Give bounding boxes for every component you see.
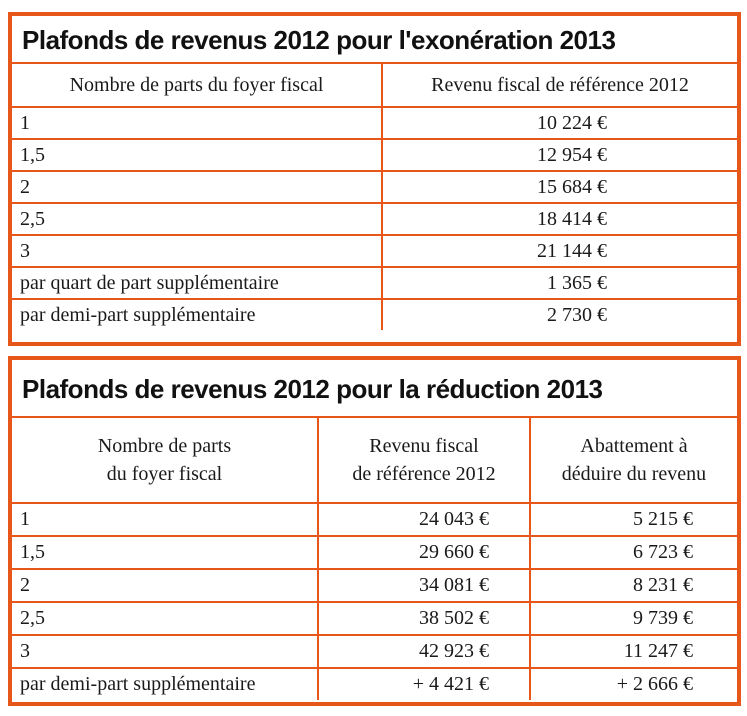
header-line: Nombre de parts [97, 435, 232, 457]
parts-cell: par quart de part supplémentaire [12, 267, 383, 300]
column-header: Revenu fiscal de référence 2012 [382, 64, 737, 108]
table-row: par quart de part supplémentaire 1 365 € [12, 267, 737, 300]
parts-cell: 1 [12, 503, 319, 537]
table-row: 2 34 081 €8 231 € [12, 569, 737, 603]
amount-cell: 29 660 € [318, 536, 531, 570]
amount-cell: 21 144 € [382, 235, 737, 268]
amount-cell: 8 231 € [530, 569, 737, 603]
parts-cell: par demi-part supplémentaire [12, 668, 319, 700]
table-row: 2 15 684 € [12, 171, 737, 204]
parts-cell: 1,5 [12, 536, 319, 570]
table-title: Plafonds de revenus 2012 pour l'exonérat… [12, 16, 737, 64]
parts-cell: 1,5 [12, 139, 383, 172]
parts-cell: par demi-part supplémentaire [12, 299, 383, 330]
table-row: 1 10 224 € [12, 107, 737, 140]
amount-cell: 5 215 € [530, 503, 737, 537]
amount-cell: 18 414 € [382, 203, 737, 236]
parts-cell: 3 [12, 235, 383, 268]
column-header: Revenu fiscal de référence 2012 [318, 418, 531, 504]
parts-cell: 2,5 [12, 602, 319, 636]
amount-cell: + 2 666 € [616, 673, 693, 695]
table-row: 2,5 38 502 €9 739 € [12, 602, 737, 636]
table-row: 2,5 18 414 € [12, 203, 737, 236]
header-line: de référence 2012 [352, 463, 496, 485]
amount-cell: 10 224 € [382, 107, 737, 140]
amount-cell: 15 684 € [382, 171, 737, 204]
column-header: Nombre de parts du foyer fiscal [12, 418, 319, 504]
reduction-table: Plafonds de revenus 2012 pour la réducti… [8, 356, 741, 706]
parts-cell: 2,5 [12, 203, 383, 236]
table-row: par demi-part supplémentaire 2 730 € [12, 299, 737, 330]
amount-cell: 1 365 € [382, 267, 737, 300]
amount-cell: 2 730 € [547, 303, 607, 326]
table-title: Plafonds de revenus 2012 pour la réducti… [12, 360, 737, 418]
header-line: Abattement à [580, 435, 688, 457]
parts-cell: 3 [12, 635, 319, 669]
amount-cell: + 4 421 € [318, 668, 531, 700]
column-header: Abattement à déduire du revenu [530, 418, 737, 504]
exoneration-table: Plafonds de revenus 2012 pour l'exonérat… [8, 12, 741, 346]
table-row: 1,5 12 954 € [12, 139, 737, 172]
column-header: Nombre de parts du foyer fiscal [12, 64, 383, 108]
amount-cell: 12 954 € [382, 139, 737, 172]
amount-cell: 42 923 € [318, 635, 531, 669]
amount-cell: 9 739 € [530, 602, 737, 636]
parts-cell: 2 [12, 171, 383, 204]
table-row: 3 21 144 € [12, 235, 737, 268]
table-row: par demi-part supplémentaire + 4 421 € + 2… [12, 668, 737, 700]
amount-cell: 11 247 € [530, 635, 737, 669]
header-line: déduire du revenu [561, 463, 707, 485]
parts-cell: 1 [12, 107, 383, 140]
header-line: Revenu fiscal [369, 435, 479, 457]
amount-cell: 6 723 € [530, 536, 737, 570]
parts-cell: 2 [12, 569, 319, 603]
amount-cell: 38 502 € [318, 602, 531, 636]
header-line: du foyer fiscal [106, 463, 223, 485]
table-row: 1,5 29 660 €6 723 € [12, 536, 737, 570]
amount-cell: 24 043 € [318, 503, 531, 537]
table-row: 3 42 923 €11 247 € [12, 635, 737, 669]
amount-cell: 34 081 € [318, 569, 531, 603]
table-row: 1 24 043 €5 215 € [12, 503, 737, 537]
